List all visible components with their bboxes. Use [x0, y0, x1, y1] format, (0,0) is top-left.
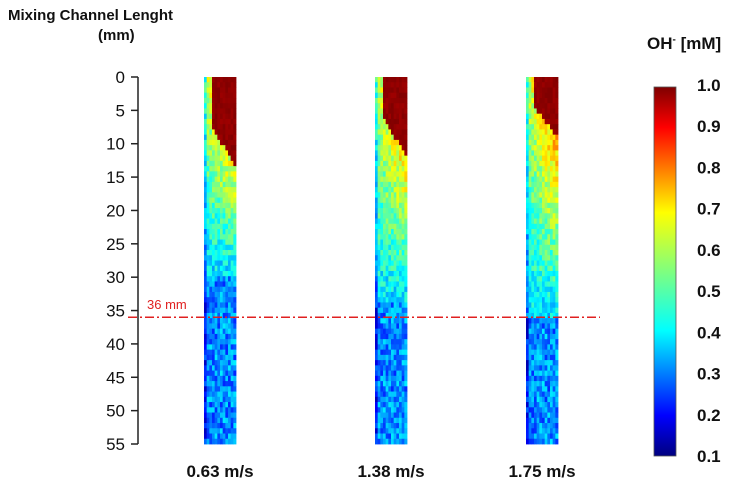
reference-line-group: 36 mm: [128, 297, 600, 318]
colorbar-tick-label: 0.4: [697, 323, 721, 342]
y-axis-title-line1: Mixing Channel Lenght: [8, 7, 173, 24]
reference-line-label: 36 mm: [147, 297, 187, 312]
heatmap-column: [204, 77, 237, 445]
y-tick-label: 5: [116, 101, 125, 120]
colorbar-title-sup: -: [672, 34, 676, 46]
velocity-label: 1.75 m/s: [508, 462, 575, 481]
colorbar-tick-label: 0.7: [697, 200, 721, 219]
y-tick-label: 10: [106, 135, 125, 154]
heatmap-columns: 0.63 m/s 1.38 m/s 1.75 m/s: [186, 77, 576, 481]
colorbar-tick-label: 0.9: [697, 117, 721, 136]
colorbar-tick-label: 0.8: [697, 158, 721, 177]
y-tick-label: 40: [106, 335, 125, 354]
y-axis-title: Mixing Channel Lenght (mm): [8, 6, 208, 46]
colorbar-tick-label: 0.5: [697, 282, 721, 301]
colorbar-gradient: [653, 86, 677, 457]
y-axis-title-line2: (mm): [98, 27, 135, 44]
colorbar-tick-label: 0.3: [697, 365, 721, 384]
y-tick-label: 0: [116, 68, 125, 87]
y-tick-label: 20: [106, 201, 125, 220]
colorbar-title-base: OH: [647, 34, 673, 53]
y-tick-label: 25: [106, 235, 125, 254]
velocity-label: 0.63 m/s: [186, 462, 253, 481]
y-tick-label: 45: [106, 368, 125, 387]
y-tick-label: 55: [106, 435, 125, 454]
colorbar-title-unit: [mM]: [680, 34, 722, 53]
colorbar-tick-label: 0.2: [697, 406, 721, 425]
velocity-label: 1.38 m/s: [357, 462, 424, 481]
colorbar-title: OH- [mM]: [647, 34, 721, 54]
heatmap-column: [526, 77, 559, 445]
y-tick-label: 50: [106, 402, 125, 421]
colorbar-tick-label: 0.1: [697, 447, 721, 466]
heatmap-column: [375, 77, 408, 445]
colorbar-tick-label: 0.6: [697, 241, 721, 260]
colorbar: 1.0 0.9 0.8 0.7 0.6 0.5 0.4 0.3 0.2 0.1: [653, 76, 721, 466]
y-axis: 0 5 10 15 20 25 30 35 40 45 50 55: [106, 68, 139, 454]
y-tick-label: 15: [106, 168, 125, 187]
y-tick-label: 35: [106, 302, 125, 321]
colorbar-tick-label: 1.0: [697, 76, 721, 95]
y-tick-label: 30: [106, 268, 125, 287]
